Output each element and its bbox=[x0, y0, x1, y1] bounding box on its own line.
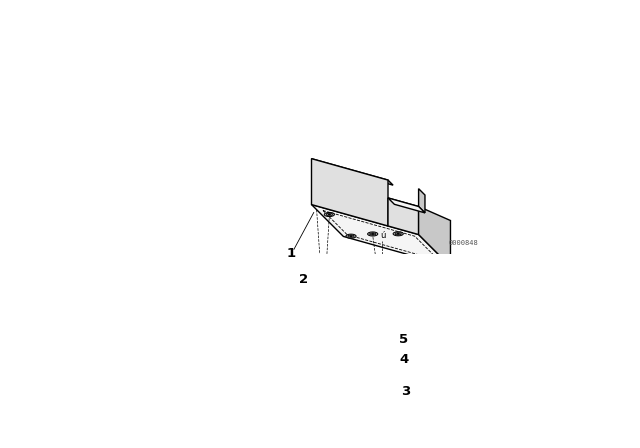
Ellipse shape bbox=[322, 277, 324, 278]
Ellipse shape bbox=[317, 275, 329, 280]
Text: 0000848: 0000848 bbox=[449, 241, 479, 246]
Polygon shape bbox=[421, 297, 460, 339]
Ellipse shape bbox=[397, 233, 399, 234]
Polygon shape bbox=[312, 205, 451, 267]
Ellipse shape bbox=[395, 233, 401, 235]
Text: 5: 5 bbox=[399, 333, 408, 346]
Ellipse shape bbox=[428, 256, 435, 259]
Polygon shape bbox=[312, 159, 393, 185]
Text: ú: ú bbox=[380, 231, 385, 240]
Ellipse shape bbox=[433, 328, 446, 333]
Ellipse shape bbox=[346, 303, 358, 308]
Polygon shape bbox=[388, 198, 419, 235]
Text: 1: 1 bbox=[287, 247, 296, 260]
Ellipse shape bbox=[378, 304, 386, 307]
Polygon shape bbox=[312, 159, 388, 226]
Ellipse shape bbox=[348, 304, 356, 307]
Ellipse shape bbox=[348, 235, 354, 237]
Ellipse shape bbox=[376, 303, 388, 308]
Ellipse shape bbox=[372, 233, 374, 234]
Ellipse shape bbox=[381, 305, 383, 306]
Ellipse shape bbox=[430, 257, 433, 258]
Ellipse shape bbox=[380, 361, 384, 362]
Ellipse shape bbox=[436, 329, 444, 332]
Text: 4: 4 bbox=[400, 353, 409, 366]
Ellipse shape bbox=[438, 330, 440, 331]
Ellipse shape bbox=[328, 214, 330, 215]
Ellipse shape bbox=[377, 340, 386, 343]
Ellipse shape bbox=[426, 256, 436, 260]
Ellipse shape bbox=[319, 276, 327, 279]
Polygon shape bbox=[304, 268, 460, 339]
Polygon shape bbox=[419, 207, 451, 267]
Ellipse shape bbox=[376, 360, 387, 364]
Polygon shape bbox=[388, 198, 425, 213]
Ellipse shape bbox=[326, 213, 332, 216]
Text: 3: 3 bbox=[401, 385, 410, 398]
Ellipse shape bbox=[367, 232, 378, 236]
Ellipse shape bbox=[324, 212, 335, 216]
Ellipse shape bbox=[370, 233, 376, 235]
Ellipse shape bbox=[380, 340, 383, 342]
Ellipse shape bbox=[379, 393, 385, 396]
Ellipse shape bbox=[350, 236, 352, 237]
Polygon shape bbox=[304, 264, 421, 301]
Ellipse shape bbox=[346, 234, 356, 238]
Text: 2: 2 bbox=[300, 273, 308, 286]
Polygon shape bbox=[419, 189, 425, 213]
Ellipse shape bbox=[393, 232, 403, 236]
